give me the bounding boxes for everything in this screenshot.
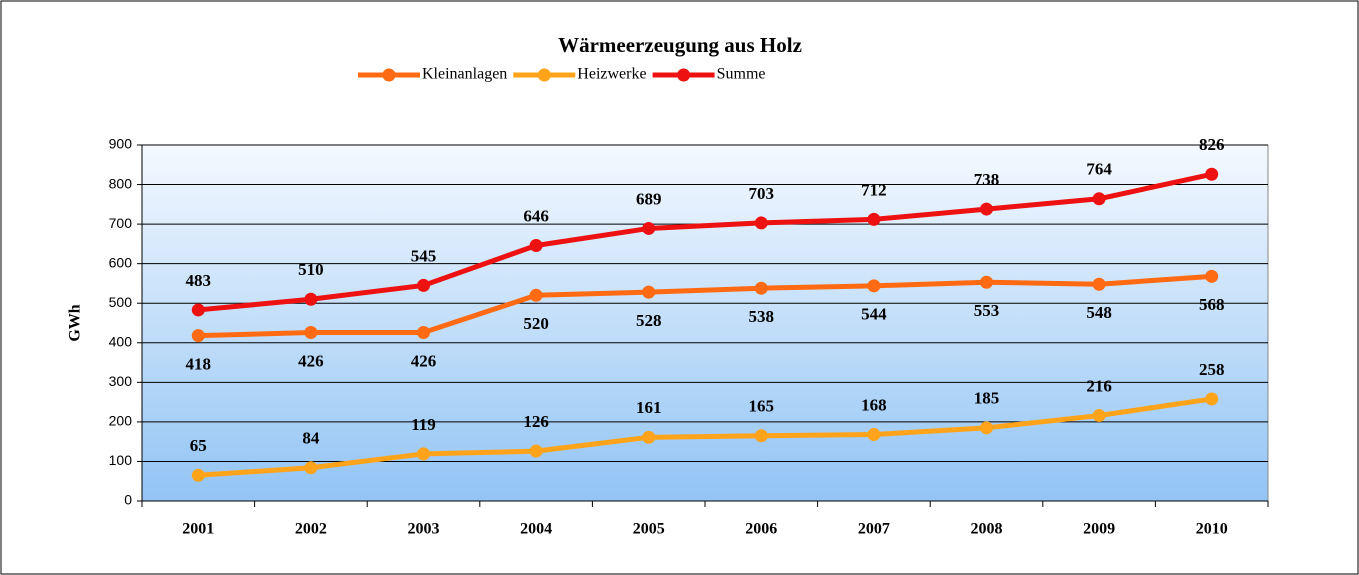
data-label: 712: [861, 180, 887, 199]
y-tick-label: 200: [109, 413, 133, 429]
data-label: 520: [523, 314, 549, 333]
data-point: [191, 468, 205, 482]
legend-label: Heizwerke: [577, 66, 646, 83]
data-point: [642, 430, 656, 444]
data-label: 538: [749, 307, 775, 326]
y-tick-label: 600: [109, 254, 133, 270]
x-tick-label: 2009: [1083, 521, 1115, 538]
data-label: 548: [1086, 303, 1112, 322]
data-label: 426: [298, 351, 324, 370]
data-label: 185: [974, 389, 1000, 408]
data-point: [980, 421, 993, 435]
data-point: [754, 429, 768, 443]
x-tick-label: 2006: [745, 521, 777, 538]
x-tick-label: 2001: [182, 521, 214, 538]
plot-area: [141, 144, 1269, 502]
data-label: 528: [636, 311, 662, 330]
x-tick-label: 2002: [295, 521, 327, 538]
legend-label: Kleinanlagen: [422, 66, 507, 83]
data-label: 119: [411, 415, 436, 434]
data-label: 418: [186, 355, 212, 374]
x-tick-label: 2008: [971, 521, 1003, 538]
y-tick-label: 700: [109, 215, 133, 231]
data-point: [980, 275, 993, 289]
data-label: 545: [411, 246, 437, 265]
x-tick-label: 2010: [1196, 521, 1228, 538]
data-label: 764: [1086, 160, 1112, 179]
y-tick-label: 900: [109, 136, 133, 152]
y-tick-label: 500: [109, 294, 133, 310]
data-point: [1092, 277, 1106, 291]
data-label: 510: [298, 260, 324, 279]
data-point: [529, 238, 543, 252]
y-axis-label: GWh: [67, 304, 84, 341]
data-point: [417, 325, 430, 339]
y-tick-label: 0: [124, 492, 132, 508]
data-point: [304, 325, 318, 339]
data-label: 216: [1086, 376, 1112, 395]
legend-marker: [677, 68, 691, 82]
data-point: [1205, 392, 1219, 406]
data-label: 84: [302, 429, 320, 448]
data-point: [529, 444, 543, 458]
data-point: [191, 329, 205, 343]
data-label: 703: [749, 184, 775, 203]
data-point: [1205, 269, 1219, 283]
y-tick-label: 100: [109, 452, 133, 468]
data-label: 826: [1199, 135, 1225, 154]
legend-marker: [537, 68, 551, 82]
data-label: 65: [190, 436, 207, 455]
data-label: 689: [636, 189, 662, 208]
data-point: [642, 221, 656, 235]
data-point: [642, 285, 656, 299]
y-tick-label: 800: [109, 175, 133, 191]
data-point: [1092, 192, 1106, 206]
x-tick-label: 2003: [408, 521, 440, 538]
data-point: [529, 288, 543, 302]
data-label: 168: [861, 395, 887, 414]
x-tick-label: 2007: [858, 521, 890, 538]
data-label: 544: [861, 305, 887, 324]
x-tick-label: 2005: [633, 521, 665, 538]
data-point: [867, 279, 881, 293]
data-point: [417, 447, 430, 461]
x-tick-label: 2004: [520, 521, 552, 538]
data-point: [867, 212, 881, 226]
data-label: 646: [523, 206, 549, 225]
data-point: [191, 303, 205, 317]
data-label: 483: [186, 271, 212, 290]
legend-marker: [382, 68, 396, 82]
data-label: 165: [749, 397, 775, 416]
data-label: 161: [636, 398, 662, 417]
data-label: 568: [1199, 295, 1225, 314]
data-point: [417, 278, 430, 292]
y-tick-label: 400: [109, 333, 133, 349]
data-label: 258: [1199, 360, 1225, 379]
series-line: [198, 171, 1213, 313]
data-label: 426: [411, 351, 437, 370]
data-label: 738: [974, 170, 1000, 189]
series-line: [198, 396, 1213, 478]
data-point: [1092, 409, 1106, 423]
data-point: [304, 292, 318, 306]
data-point: [867, 428, 881, 442]
data-point: [754, 281, 768, 295]
data-label: 126: [523, 412, 549, 431]
data-point: [1205, 167, 1219, 181]
y-tick-label: 300: [109, 373, 133, 389]
data-point: [754, 216, 768, 230]
data-label: 553: [974, 301, 1000, 320]
chart-title: Wärmeerzeugung aus Holz: [558, 33, 802, 57]
series-line: [198, 273, 1212, 339]
data-point: [304, 461, 318, 475]
legend-label: Summe: [717, 66, 766, 83]
data-point: [980, 202, 993, 216]
